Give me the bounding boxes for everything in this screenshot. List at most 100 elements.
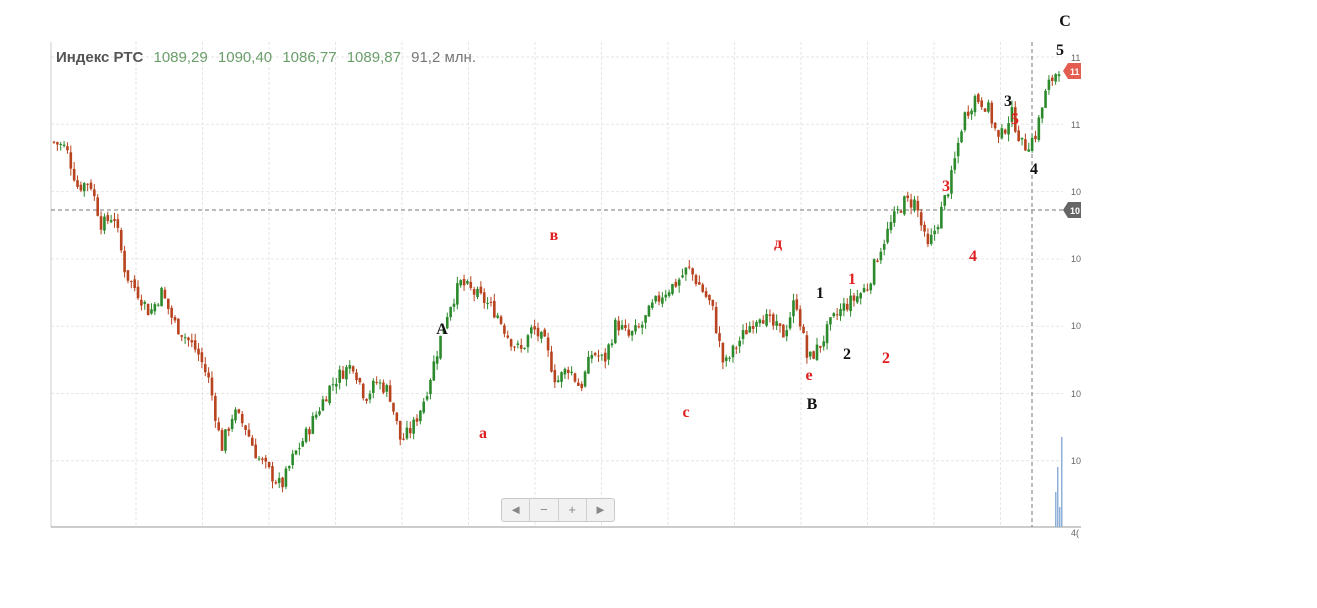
candle xyxy=(1031,134,1034,153)
candle xyxy=(651,299,654,310)
candle xyxy=(769,309,772,322)
axis-tick-label: 10 xyxy=(1071,456,1081,466)
candle xyxy=(668,290,671,298)
candle xyxy=(416,414,419,426)
scroll-right-button[interactable]: ► xyxy=(587,499,614,521)
zoom-out-button[interactable]: − xyxy=(530,499,558,521)
candle xyxy=(476,287,479,300)
candle xyxy=(779,323,782,333)
candle xyxy=(510,338,513,350)
candle xyxy=(110,215,113,223)
candle xyxy=(281,477,284,493)
candle xyxy=(372,378,375,398)
candle xyxy=(775,314,778,330)
candle xyxy=(917,196,920,217)
candle xyxy=(920,209,923,231)
volume-layer xyxy=(1055,437,1063,527)
candle xyxy=(53,141,56,144)
candle xyxy=(796,294,799,311)
candle xyxy=(732,345,735,363)
candle xyxy=(1041,107,1044,123)
zoom-controls: ◄ − + ► xyxy=(501,498,615,522)
candle xyxy=(843,298,846,317)
candle xyxy=(227,427,230,436)
candle xyxy=(73,162,76,182)
candle xyxy=(1051,75,1054,86)
candle xyxy=(338,365,341,389)
wave-label-black: B xyxy=(807,396,818,413)
candle xyxy=(523,347,526,349)
zoom-in-button[interactable]: + xyxy=(559,499,587,521)
candle xyxy=(100,211,103,234)
candle xyxy=(705,287,708,298)
candle xyxy=(755,320,758,333)
candle xyxy=(574,373,577,383)
candle xyxy=(332,377,335,391)
candle xyxy=(439,336,442,360)
candle xyxy=(738,337,741,353)
candle xyxy=(315,411,318,420)
candle xyxy=(305,427,308,444)
scroll-left-button[interactable]: ◄ xyxy=(502,499,530,521)
candle xyxy=(819,346,822,353)
candle xyxy=(641,321,644,334)
candle xyxy=(268,461,271,468)
low-value: 1086,77 xyxy=(282,49,336,66)
candle xyxy=(409,422,412,439)
candle xyxy=(873,258,876,285)
candle xyxy=(365,398,368,404)
axis-tick-label: 4( xyxy=(1071,528,1079,538)
volume-bar xyxy=(1055,492,1057,527)
candle xyxy=(137,280,140,300)
candle xyxy=(117,214,120,233)
candle xyxy=(369,390,372,403)
candle xyxy=(231,415,234,432)
candle xyxy=(607,343,610,365)
candle xyxy=(291,450,294,469)
candle xyxy=(554,364,557,388)
candle xyxy=(106,212,109,224)
candle xyxy=(496,313,499,319)
wave-label-red: 1 xyxy=(848,271,856,288)
candle xyxy=(681,269,684,279)
candle xyxy=(812,351,815,360)
candle xyxy=(859,292,862,304)
wave-label-red: а xyxy=(479,425,487,442)
candle xyxy=(456,277,459,310)
candle xyxy=(449,306,452,320)
candle xyxy=(785,325,788,342)
candle xyxy=(550,346,553,373)
candle xyxy=(271,462,274,488)
candle xyxy=(906,192,909,202)
candle xyxy=(644,315,647,329)
candle xyxy=(903,196,906,216)
candle xyxy=(187,337,190,347)
candle xyxy=(711,300,714,311)
wave-label-red: д xyxy=(774,235,782,252)
candle xyxy=(402,433,405,440)
candle xyxy=(288,465,291,471)
candle xyxy=(880,248,883,264)
candle xyxy=(1027,143,1030,152)
candle xyxy=(735,346,738,354)
candle xyxy=(143,300,146,310)
candle xyxy=(1044,89,1047,108)
candle xyxy=(285,466,288,489)
candle xyxy=(954,152,957,174)
candle xyxy=(1048,75,1051,95)
candle xyxy=(893,206,896,227)
candle xyxy=(816,338,819,361)
candle xyxy=(258,456,261,461)
volume-bar xyxy=(1061,437,1063,527)
wave-label-black: 1 xyxy=(816,285,824,302)
candle xyxy=(275,480,278,485)
axis-tick-label: 10 xyxy=(1071,187,1081,197)
candle xyxy=(180,335,183,341)
candle xyxy=(765,309,768,327)
candle xyxy=(211,371,214,400)
candle xyxy=(160,287,163,307)
candle xyxy=(688,260,691,270)
candle xyxy=(490,297,493,307)
candle xyxy=(695,274,698,287)
